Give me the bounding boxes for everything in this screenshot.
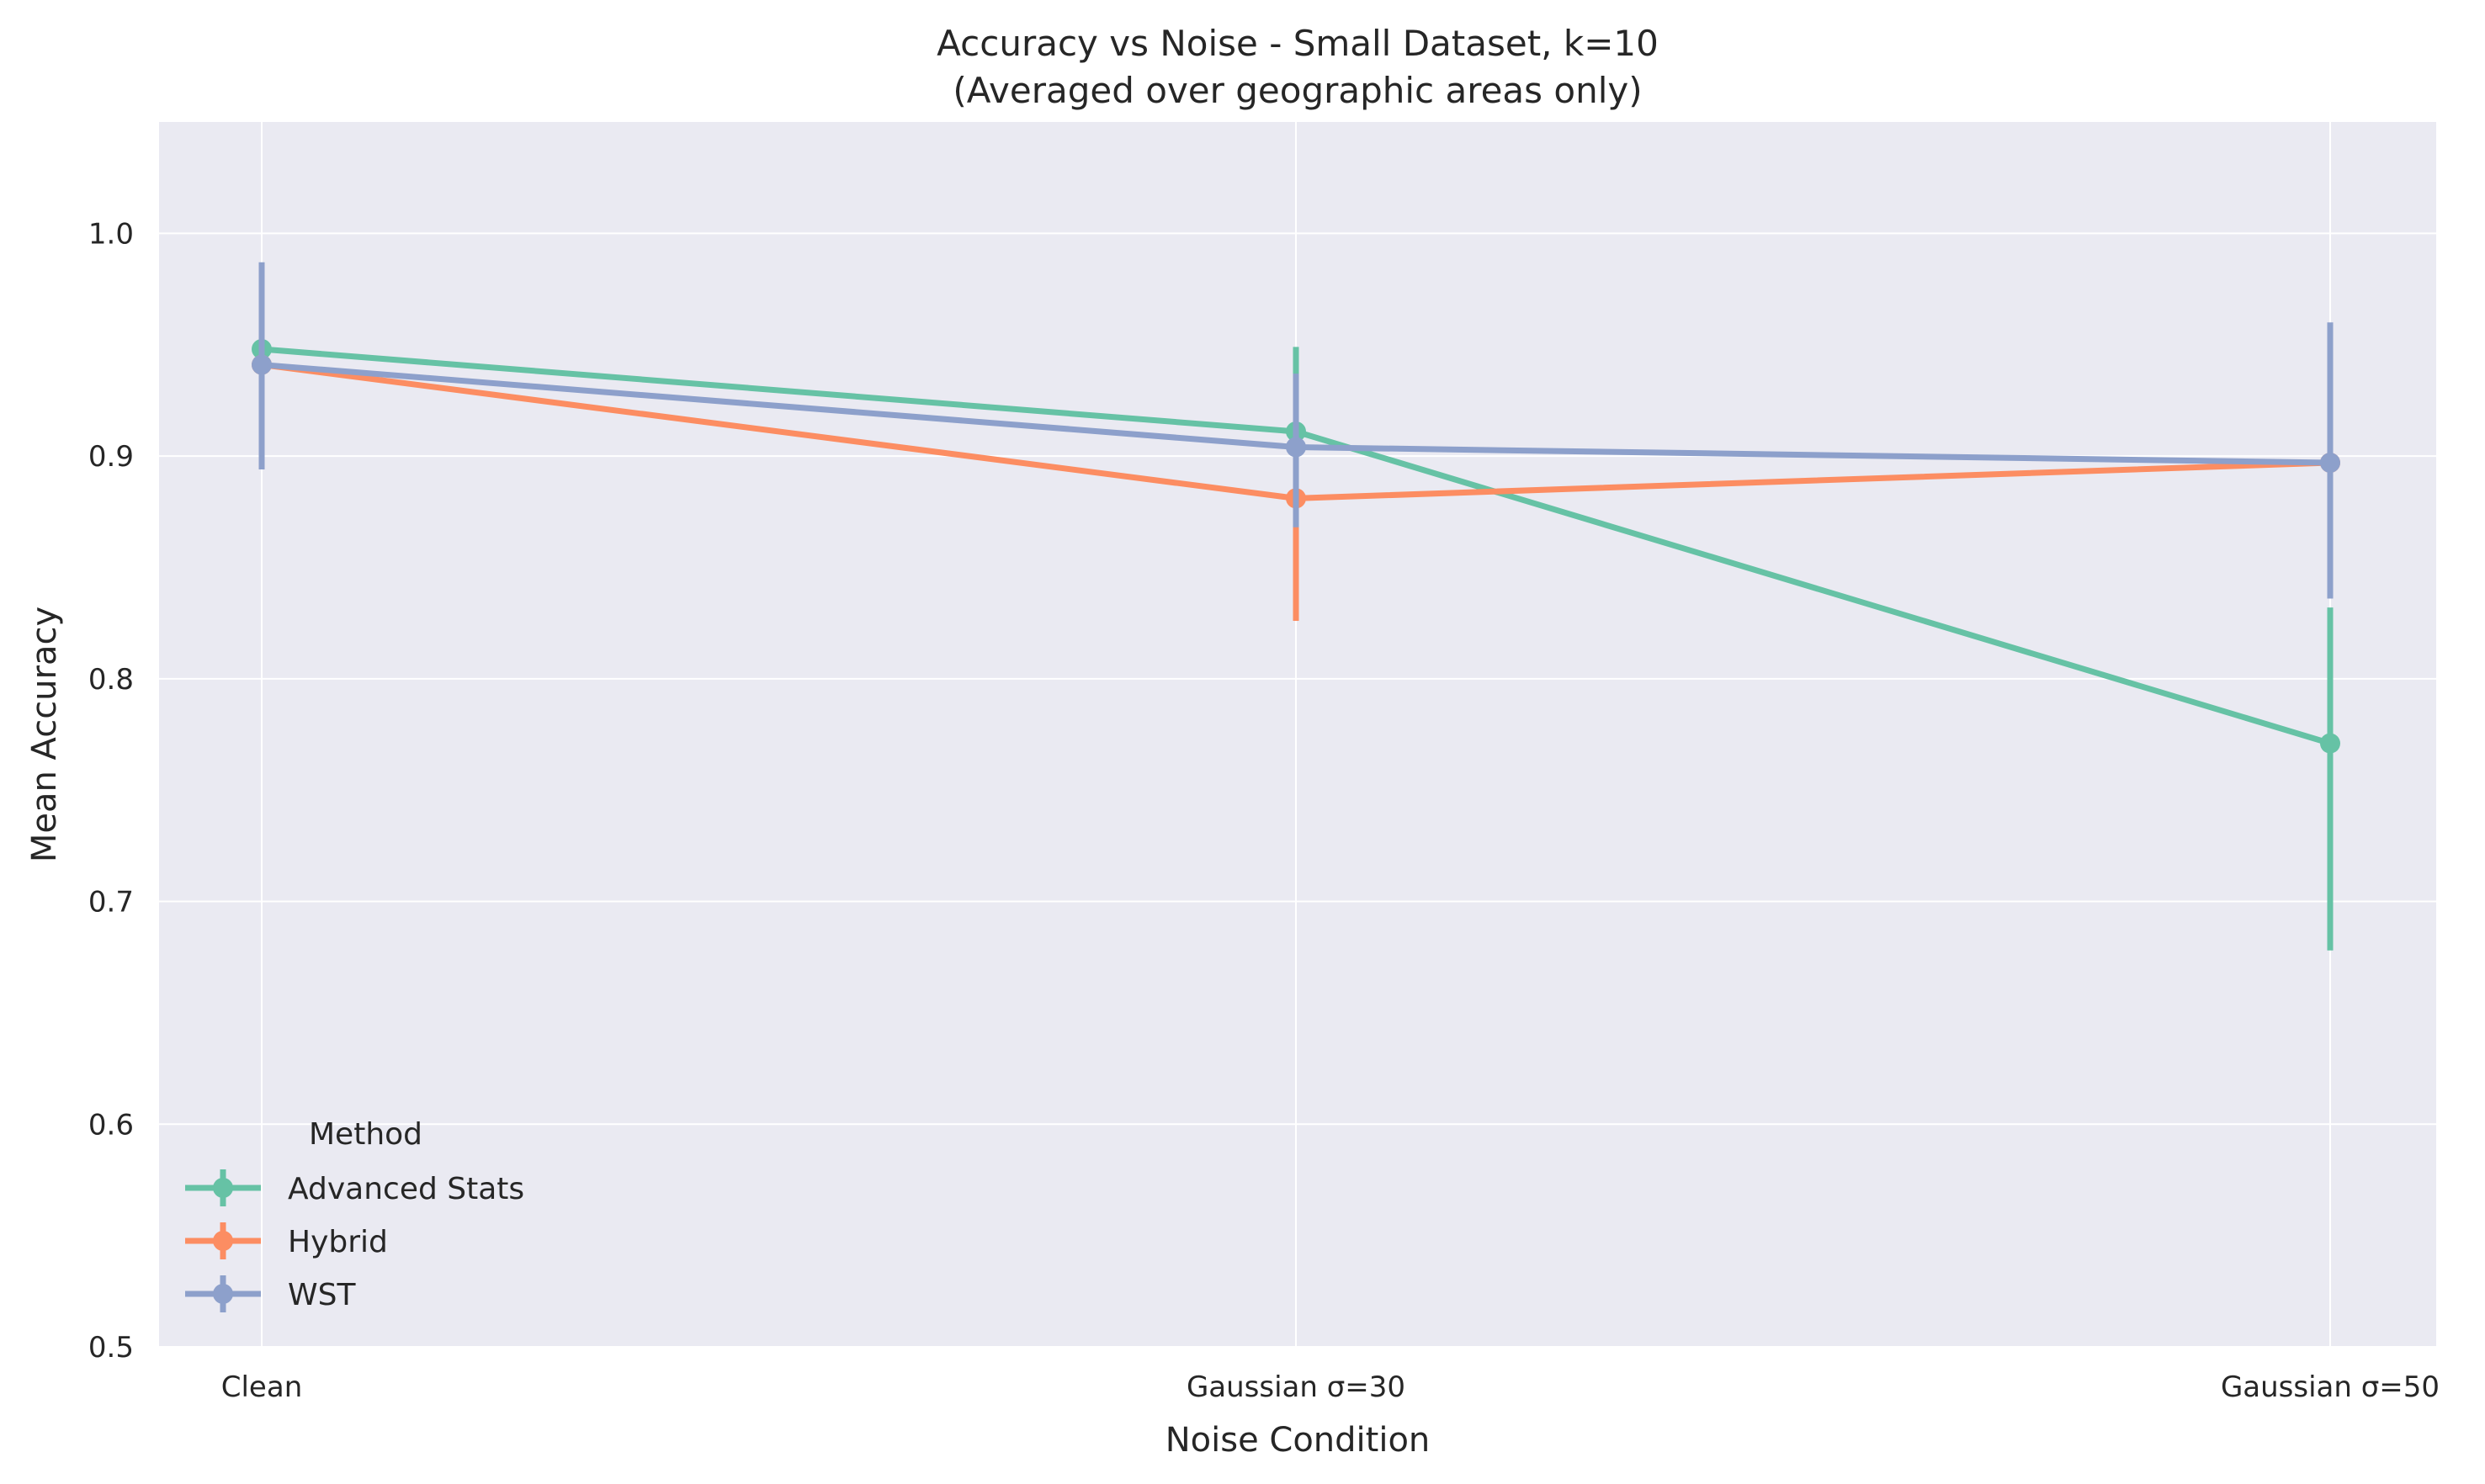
y-tick-label: 0.6	[88, 1108, 134, 1142]
y-tick-label: 0.8	[88, 663, 134, 697]
legend-label: Hybrid	[288, 1225, 388, 1259]
legend-marker	[213, 1178, 233, 1198]
legend-marker	[213, 1231, 233, 1251]
plot-area	[159, 122, 2436, 1347]
chart-title: Accuracy vs Noise - Small Dataset, k=10	[937, 23, 1659, 64]
x-axis-ticks: Clean Gaussian σ=30 Gaussian σ=50	[221, 1370, 2440, 1404]
legend-item: Hybrid	[185, 1222, 388, 1259]
legend: Method Advanced Stats Hybrid WST	[185, 1117, 524, 1312]
data-point	[2320, 453, 2340, 474]
data-point	[2320, 733, 2340, 754]
series-wst	[252, 262, 2340, 599]
legend-marker	[213, 1284, 233, 1304]
y-axis-ticks: 0.5 0.6 0.7 0.8 0.9 1.0	[88, 217, 134, 1365]
legend-label: WST	[288, 1278, 356, 1312]
x-tick-label: Clean	[221, 1370, 303, 1404]
x-tick-label: Gaussian σ=30	[1187, 1370, 1405, 1404]
data-point	[1286, 437, 1306, 458]
x-tick-label: Gaussian σ=50	[2221, 1370, 2440, 1404]
y-axis-label: Mean Accuracy	[25, 607, 64, 862]
legend-item: WST	[185, 1275, 356, 1312]
legend-title: Method	[309, 1117, 422, 1152]
y-tick-label: 0.9	[88, 440, 134, 474]
series-layer	[252, 262, 2340, 951]
data-point	[252, 354, 272, 375]
x-axis-label: Noise Condition	[1166, 1421, 1431, 1460]
y-tick-label: 0.7	[88, 886, 134, 920]
y-tick-label: 0.5	[88, 1331, 134, 1365]
y-tick-label: 1.0	[88, 217, 134, 251]
legend-item: Advanced Stats	[185, 1169, 524, 1206]
legend-label: Advanced Stats	[288, 1172, 524, 1206]
chart-subtitle: (Averaged over geographic areas only)	[953, 70, 1642, 111]
